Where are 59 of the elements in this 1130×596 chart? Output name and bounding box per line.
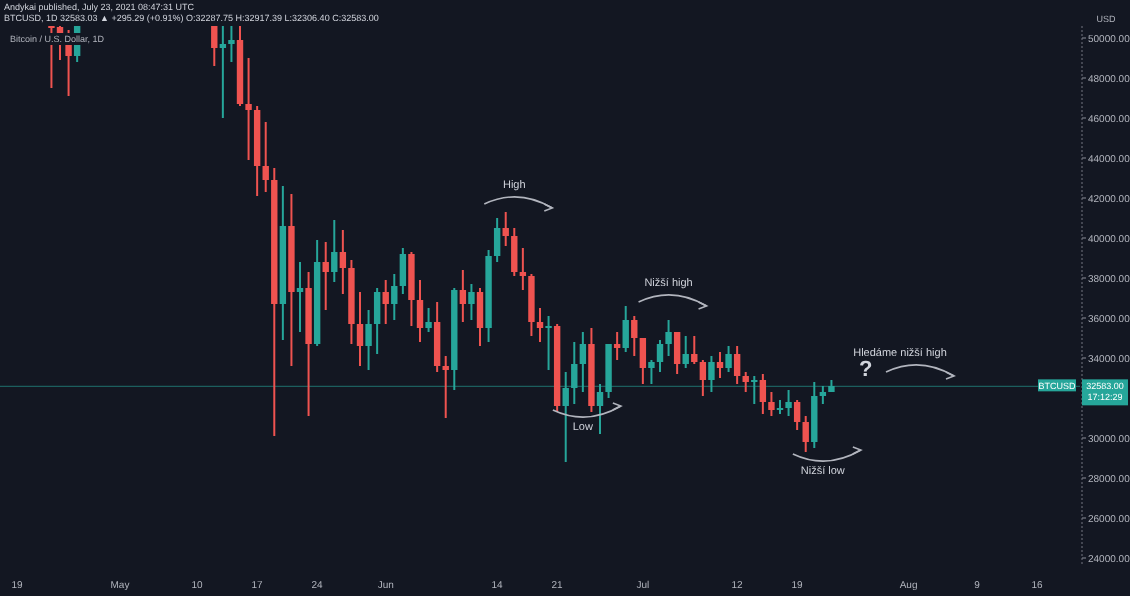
candlestick: [682, 335, 689, 369]
candlestick: [579, 331, 587, 393]
candlestick: [528, 273, 535, 337]
candlestick: [459, 269, 467, 323]
candlestick: [742, 371, 749, 393]
candlestick: [373, 287, 381, 355]
candlestick: [733, 345, 741, 385]
candlestick: [656, 339, 664, 373]
candlestick: [605, 343, 612, 399]
candlestick: [382, 279, 389, 325]
candlestick: [673, 331, 681, 375]
candlestick: [639, 337, 647, 385]
candlestick: [716, 351, 724, 379]
candlestick: [708, 355, 715, 393]
candlestick: [562, 371, 569, 463]
candlestick: [511, 227, 518, 277]
candlestick: [365, 309, 372, 371]
candlestick: [356, 291, 364, 367]
candlestick: [228, 26, 235, 63]
candlestick: [399, 247, 407, 295]
candlestick: [793, 399, 801, 431]
candlestick: [391, 273, 398, 321]
candlestick: [622, 305, 629, 353]
candlestick: [425, 307, 432, 333]
candlestick: [725, 345, 732, 373]
candlestick: [502, 211, 509, 247]
candlestick: [442, 355, 449, 419]
annotation: ?: [858, 358, 873, 382]
candlestick: [536, 307, 544, 343]
candlestick: [219, 26, 227, 119]
candlestick: [691, 335, 698, 365]
candlestick: [648, 359, 655, 385]
candlestick: [768, 391, 775, 417]
candlestick: [322, 241, 329, 311]
candlestick: [545, 315, 552, 371]
candlestick: [296, 261, 304, 333]
candlestick: [416, 279, 424, 343]
candlestick: [785, 389, 792, 417]
candlestick: [571, 341, 578, 405]
candlestick: [408, 251, 415, 327]
candlestick: [245, 57, 252, 161]
candlestick: [519, 247, 527, 291]
candlestick: [493, 217, 501, 263]
candlestick: [476, 287, 484, 347]
candlestick: [613, 331, 621, 361]
candlestick: [811, 381, 818, 449]
candlestick: [802, 415, 809, 453]
candlestick: [751, 375, 758, 405]
candlestick: [759, 373, 767, 415]
candlestick: [433, 301, 441, 373]
candlestick: [596, 383, 604, 435]
candlestick: [631, 315, 638, 357]
candlestick: [211, 26, 218, 67]
candlestick: [468, 283, 475, 321]
candlestick: [262, 121, 269, 193]
candlestick: [665, 319, 672, 357]
candlestick: [331, 219, 338, 283]
candlestick: [699, 359, 707, 397]
candlestick: [339, 229, 347, 295]
